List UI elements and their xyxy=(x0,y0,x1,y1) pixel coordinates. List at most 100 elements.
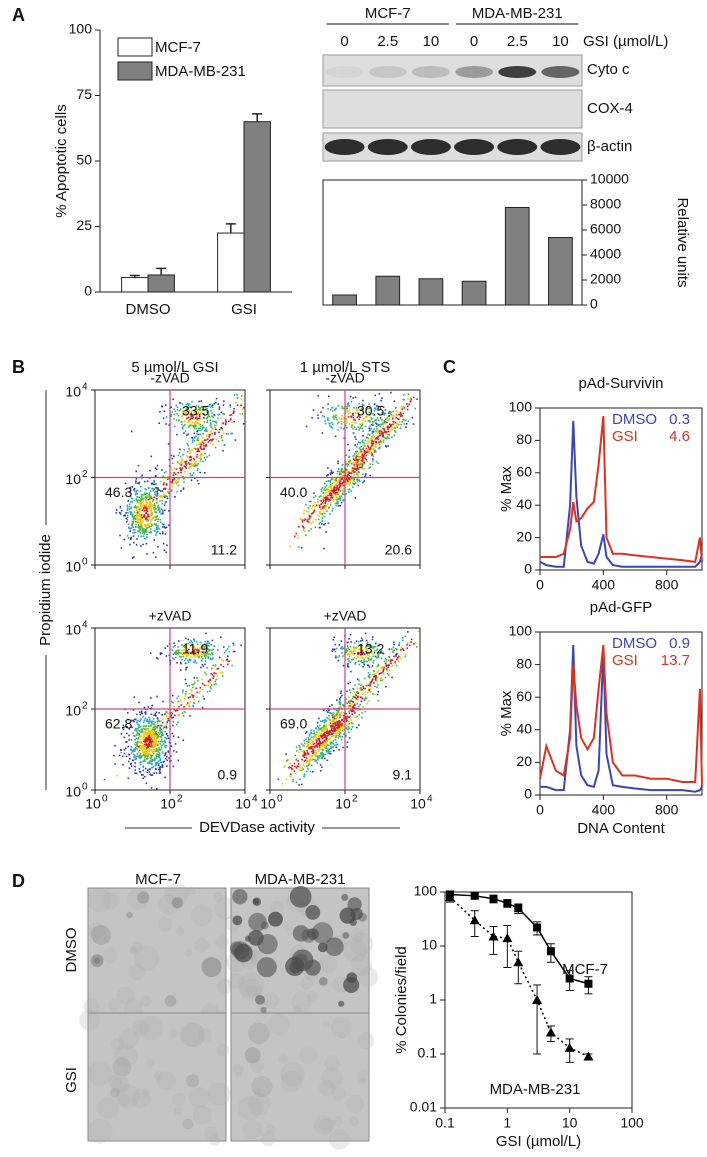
event-dot xyxy=(139,526,141,528)
event-dot xyxy=(136,773,138,775)
event-dot xyxy=(159,507,161,509)
event-dot xyxy=(289,775,291,777)
event-dot xyxy=(333,723,335,725)
event-dot xyxy=(349,701,351,703)
quadrant-value: 13.2 xyxy=(357,641,384,657)
event-dot xyxy=(359,427,361,429)
event-dot xyxy=(354,436,356,438)
event-dot xyxy=(156,502,158,504)
event-dot xyxy=(237,404,239,406)
blot-band xyxy=(325,139,365,155)
event-dot xyxy=(365,459,367,461)
event-dot xyxy=(200,457,202,459)
event-dot xyxy=(136,478,138,480)
event-dot xyxy=(389,411,391,413)
event-dot xyxy=(227,663,229,665)
event-dot xyxy=(324,495,326,497)
event-dot xyxy=(153,723,155,725)
event-dot xyxy=(147,506,149,508)
texture xyxy=(147,1059,155,1067)
event-dot xyxy=(345,493,347,495)
event-dot xyxy=(399,414,401,416)
texture xyxy=(350,932,373,955)
micrograph xyxy=(79,1009,230,1146)
event-dot xyxy=(187,660,189,662)
event-dot xyxy=(294,766,296,768)
event-dot xyxy=(156,511,158,513)
event-dot xyxy=(321,758,323,760)
event-dot xyxy=(152,763,154,765)
y-tick-label: 0.01 xyxy=(410,1099,437,1115)
event-dot xyxy=(188,448,190,450)
event-dot xyxy=(342,492,344,494)
y-tick-label: 0 xyxy=(590,296,598,312)
event-dot xyxy=(390,661,392,663)
event-dot xyxy=(352,413,354,415)
y-tick-label: 60 xyxy=(516,688,532,704)
event-dot xyxy=(158,741,160,743)
event-dot xyxy=(326,731,328,733)
texture xyxy=(299,1046,317,1064)
event-dot xyxy=(324,513,326,515)
event-dot xyxy=(327,498,329,500)
event-dot xyxy=(358,485,360,487)
event-dot xyxy=(374,673,376,675)
event-dot xyxy=(358,468,360,470)
event-dot xyxy=(166,759,168,761)
event-dot xyxy=(185,667,187,669)
event-dot xyxy=(323,499,325,501)
event-dot xyxy=(220,427,222,429)
event-dot xyxy=(161,500,163,502)
colony xyxy=(290,886,312,908)
event-dot xyxy=(335,728,337,730)
event-dot xyxy=(346,422,348,424)
y-tick-label: 0 xyxy=(524,786,532,802)
event-dot xyxy=(397,423,399,425)
event-dot xyxy=(134,744,136,746)
event-dot xyxy=(335,435,337,437)
event-dot xyxy=(191,479,193,481)
event-dot xyxy=(348,462,350,464)
event-dot xyxy=(375,442,377,444)
event-dot xyxy=(216,439,218,441)
event-dot xyxy=(188,697,190,699)
event-dot xyxy=(362,693,364,695)
event-dot xyxy=(188,426,190,428)
event-dot xyxy=(340,474,342,476)
event-dot xyxy=(376,686,378,688)
event-dot xyxy=(132,732,134,734)
event-dot xyxy=(115,512,117,514)
event-dot xyxy=(181,458,183,460)
event-dot xyxy=(147,769,149,771)
event-dot xyxy=(381,672,383,674)
event-dot xyxy=(166,723,168,725)
event-dot xyxy=(144,707,146,709)
event-dot xyxy=(348,728,350,730)
event-dot xyxy=(162,490,164,492)
event-dot xyxy=(183,706,185,708)
event-dot xyxy=(166,756,168,758)
colony xyxy=(183,1118,194,1129)
event-dot xyxy=(303,750,305,752)
event-dot xyxy=(182,691,184,693)
event-dot xyxy=(354,684,356,686)
event-dot xyxy=(400,649,402,651)
event-dot xyxy=(356,478,358,480)
event-dot xyxy=(177,709,179,711)
event-dot xyxy=(406,644,408,646)
colony xyxy=(292,949,314,971)
event-dot xyxy=(335,499,337,501)
event-dot xyxy=(393,656,395,658)
event-dot xyxy=(151,787,153,789)
event-dot xyxy=(174,645,176,647)
event-dot xyxy=(209,679,211,681)
event-dot xyxy=(374,450,376,452)
event-dot xyxy=(161,739,163,741)
event-dot xyxy=(175,654,177,656)
event-dot xyxy=(296,767,298,769)
event-dot xyxy=(211,668,213,670)
event-dot xyxy=(194,659,196,661)
event-dot xyxy=(139,727,141,729)
event-dot xyxy=(373,436,375,438)
event-dot xyxy=(199,691,201,693)
